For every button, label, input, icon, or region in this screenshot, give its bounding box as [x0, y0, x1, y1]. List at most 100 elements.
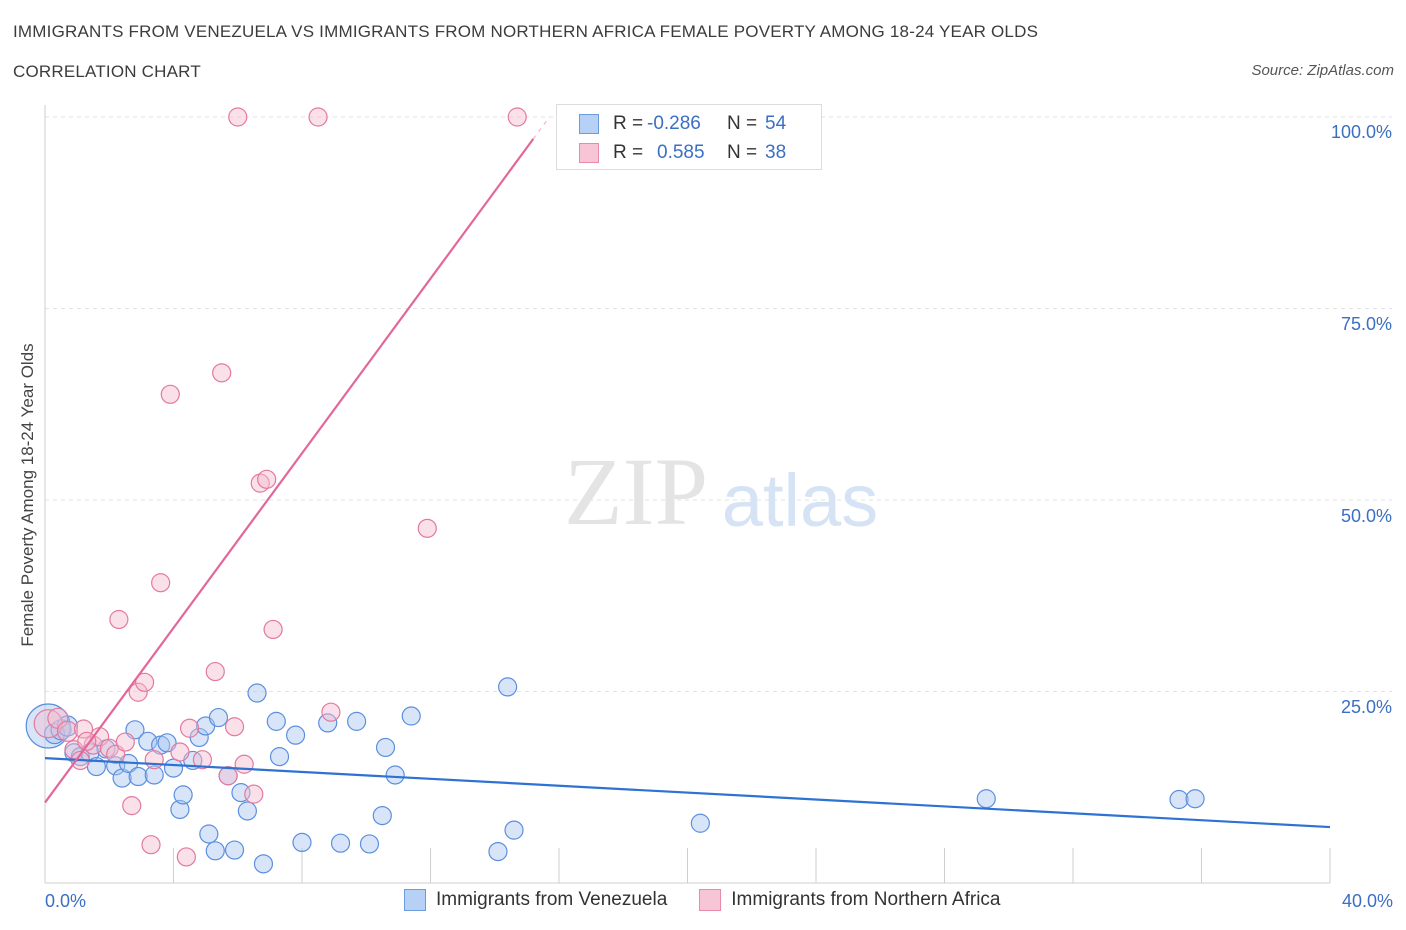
point-northern_africa [170, 742, 190, 762]
point-venezuela [1169, 789, 1189, 810]
point-northern_africa [507, 107, 527, 127]
point-venezuela [247, 683, 267, 703]
point-northern_africa [109, 609, 129, 630]
trend-lines [44, 116, 1331, 829]
point-northern_africa [205, 661, 225, 682]
y-tick-label-75: 75.0% [1340, 314, 1392, 334]
point-venezuela [347, 711, 367, 731]
point-venezuela [330, 833, 351, 853]
point-northern_africa [308, 107, 328, 127]
point-venezuela [266, 711, 286, 731]
point-venezuela [208, 707, 229, 728]
point-venezuela [253, 854, 274, 874]
legend-swatch-venezuela [579, 114, 599, 134]
point-venezuela [976, 789, 996, 809]
point-venezuela [138, 731, 158, 751]
point-northern_africa [141, 835, 161, 855]
trend-line-venezuela [44, 757, 1331, 829]
point-northern_africa [228, 107, 248, 127]
legend-n-value: 38 [765, 142, 787, 163]
legend-row-northern-africa: R = 0.585 N = 38 [579, 141, 786, 165]
point-northern_africa [257, 469, 277, 489]
point-northern_africa [234, 754, 254, 774]
legend-r-value: -0.286 [647, 113, 701, 134]
source-credit: Source: ZipAtlas.com [1251, 62, 1394, 79]
chart-title: IMMIGRANTS FROM VENEZUELA VS IMMIGRANTS … [13, 22, 1039, 41]
point-northern_africa [33, 709, 63, 739]
y-tick-label-100: 100.0% [1330, 122, 1392, 142]
point-northern_africa [176, 847, 196, 867]
point-northern_africa [77, 731, 97, 751]
point-venezuela [224, 840, 245, 860]
point-venezuela [163, 758, 184, 778]
legend-n-label: N = [727, 113, 758, 134]
point-venezuela [498, 677, 518, 697]
point-venezuela [269, 747, 290, 767]
point-venezuela [1185, 789, 1205, 809]
point-northern_africa [134, 672, 155, 692]
legend-item-venezuela: Immigrants from Venezuela [404, 889, 667, 911]
legend-label-northern-africa: Immigrants from Northern Africa [731, 889, 1001, 910]
y-tick-label-50: 50.0% [1340, 506, 1392, 526]
point-venezuela [237, 801, 257, 821]
point-northern_africa [160, 384, 180, 404]
point-northern_africa [144, 750, 164, 770]
point-venezuela [205, 841, 225, 861]
point-northern_africa [128, 682, 148, 702]
point-northern_africa [224, 717, 245, 737]
watermark-atlas: atlas [722, 459, 878, 542]
y-axis-label: Female Poverty Among 18-24 Year Olds [18, 343, 37, 647]
point-venezuela [285, 725, 306, 745]
point-venezuela [401, 706, 421, 726]
point-venezuela [292, 832, 312, 853]
legend-item-northern-africa: Immigrants from Northern Africa [699, 889, 1001, 911]
point-venezuela [385, 765, 405, 785]
point-venezuela [372, 805, 392, 826]
watermark-zip: ZIP [564, 438, 708, 545]
grid-lines [45, 116, 1392, 692]
legend-swatch-venezuela [404, 889, 426, 911]
legend-r-label: R = [613, 142, 644, 163]
axes [44, 105, 1331, 884]
point-northern_africa [56, 720, 79, 742]
legend-n-label: N = [727, 142, 758, 163]
point-venezuela [144, 765, 164, 785]
chart-subtitle: CORRELATION CHART [13, 62, 201, 81]
point-northern_africa [218, 766, 238, 786]
trend-line-northern_africa [44, 138, 535, 804]
watermark: ZIP atlas [564, 438, 878, 545]
x-tick-label-min: 0.0% [45, 891, 87, 911]
point-venezuela [128, 766, 148, 787]
point-northern_africa [73, 719, 94, 739]
trend-line-extension-northern_africa [532, 116, 550, 140]
point-northern_africa [417, 518, 437, 538]
point-northern_africa [212, 363, 232, 383]
series-legend: Immigrants from Venezuela Immigrants fro… [404, 889, 1033, 911]
x-tick-label-max: 40.0% [1341, 891, 1393, 911]
point-northern_africa [179, 718, 200, 738]
point-northern_africa [151, 573, 171, 593]
point-venezuela [504, 820, 524, 840]
point-venezuela [690, 813, 710, 833]
point-northern_africa [321, 702, 341, 722]
point-venezuela [199, 824, 219, 844]
y-tick-label-25: 25.0% [1340, 697, 1392, 717]
legend-label-venezuela: Immigrants from Venezuela [436, 889, 668, 910]
point-northern_africa [192, 750, 213, 770]
legend-r-label: R = [613, 113, 644, 134]
point-northern_africa [122, 796, 142, 816]
point-northern_africa [263, 619, 283, 640]
legend-row-venezuela: R = -0.286 N = 54 [579, 112, 786, 136]
legend-n-value: 54 [765, 113, 787, 134]
point-northern_africa [115, 732, 135, 752]
legend-swatch-northern-africa [579, 143, 599, 163]
point-venezuela [170, 799, 190, 820]
point-venezuela [488, 841, 508, 862]
legend-r-value: 0.585 [657, 142, 705, 163]
stats-legend: R = -0.286 N = 54 R = 0.585 N = 38 [556, 104, 822, 170]
point-venezuela [318, 713, 338, 733]
point-venezuela [375, 737, 396, 758]
legend-swatch-northern-africa [699, 889, 722, 911]
point-northern_africa [244, 784, 264, 804]
